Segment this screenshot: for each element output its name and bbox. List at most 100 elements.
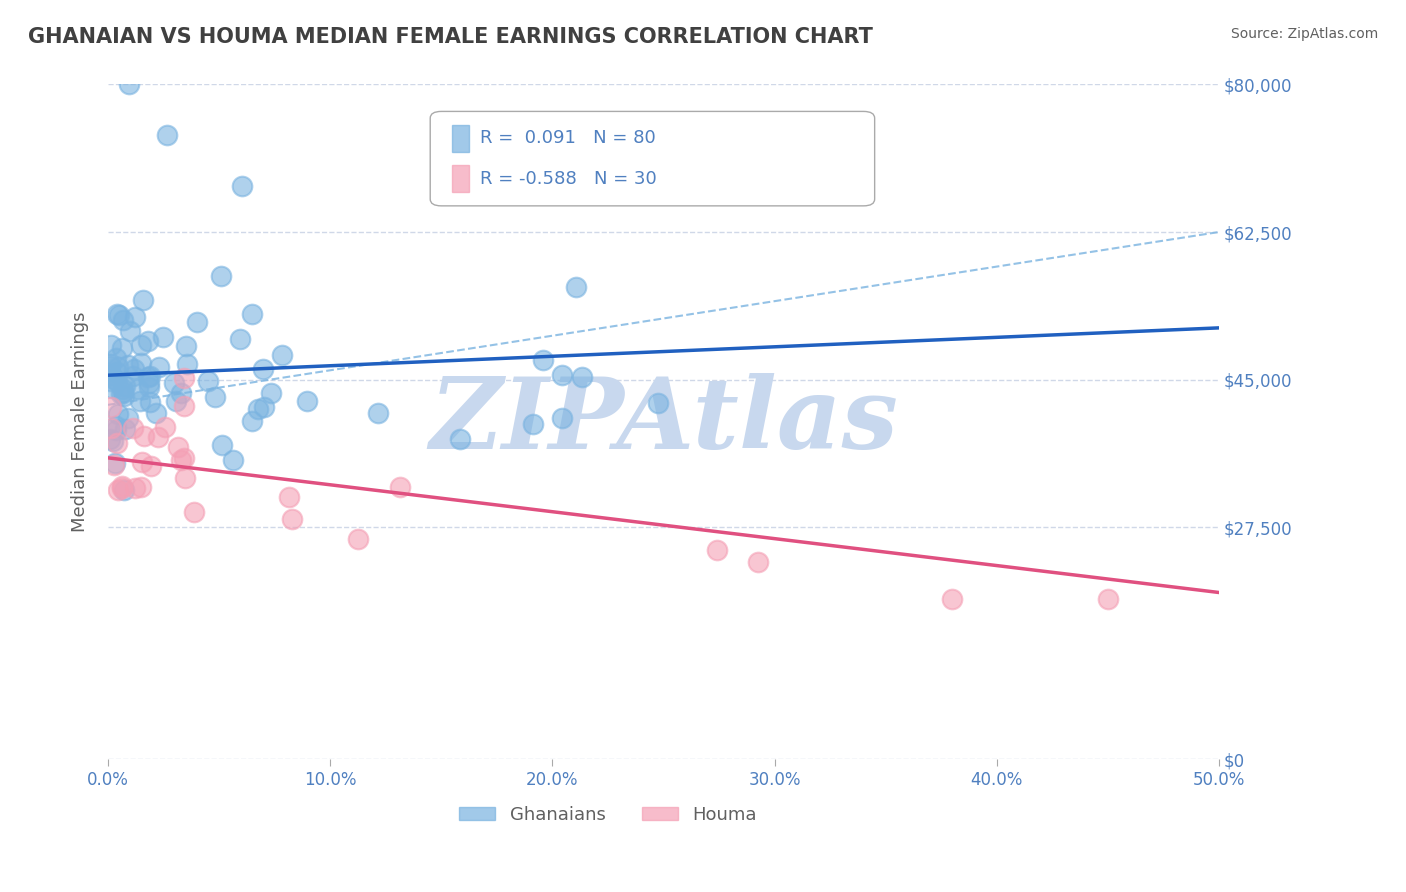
Ghanaians xyxy=(105,307,128,321)
Houma xyxy=(131,480,153,494)
Y-axis label: Median Female Earnings: Median Female Earnings xyxy=(72,311,89,532)
Ghanaians xyxy=(103,372,125,386)
Ghanaians xyxy=(163,376,186,390)
Ghanaians xyxy=(122,361,145,376)
Ghanaians xyxy=(531,352,554,367)
Bar xyxy=(453,125,470,152)
Ghanaians xyxy=(145,406,167,420)
Ghanaians xyxy=(240,414,263,428)
Ghanaians xyxy=(170,386,193,401)
Ghanaians xyxy=(155,128,177,142)
Ghanaians xyxy=(112,483,135,497)
Houma xyxy=(347,532,370,546)
Ghanaians xyxy=(98,357,121,371)
Houma xyxy=(278,491,301,505)
Text: R =  0.091   N = 80: R = 0.091 N = 80 xyxy=(481,129,657,147)
Houma xyxy=(153,420,176,434)
Houma xyxy=(122,421,145,435)
Ghanaians xyxy=(110,387,132,401)
Ghanaians xyxy=(111,341,134,355)
Ghanaians xyxy=(229,332,252,346)
Ghanaians xyxy=(118,78,141,92)
Ghanaians xyxy=(186,315,208,329)
Houma xyxy=(107,483,129,498)
Ghanaians xyxy=(117,358,139,372)
Ghanaians xyxy=(138,370,160,384)
Ghanaians xyxy=(297,393,319,408)
Ghanaians xyxy=(221,453,243,467)
Ghanaians xyxy=(114,422,136,436)
Houma xyxy=(100,421,122,435)
Ghanaians xyxy=(105,374,128,388)
Houma xyxy=(111,481,134,495)
Ghanaians xyxy=(112,385,135,400)
Houma xyxy=(183,505,205,519)
Houma xyxy=(103,458,125,473)
Ghanaians xyxy=(127,383,149,397)
Houma xyxy=(100,400,122,414)
Houma xyxy=(941,591,963,606)
Ghanaians xyxy=(104,456,127,470)
Ghanaians xyxy=(197,374,219,388)
Ghanaians xyxy=(231,178,253,193)
Ghanaians xyxy=(252,361,274,376)
Houma xyxy=(148,430,170,444)
Ghanaians xyxy=(101,434,124,449)
Ghanaians xyxy=(101,381,124,395)
Ghanaians xyxy=(124,310,146,325)
Ghanaians xyxy=(117,411,139,425)
FancyBboxPatch shape xyxy=(430,112,875,206)
Houma xyxy=(706,542,728,557)
Text: GHANAIAN VS HOUMA MEDIAN FEMALE EARNINGS CORRELATION CHART: GHANAIAN VS HOUMA MEDIAN FEMALE EARNINGS… xyxy=(28,27,873,46)
Houma xyxy=(1097,591,1119,606)
Houma xyxy=(747,556,769,570)
Houma xyxy=(173,399,195,413)
Ghanaians xyxy=(105,351,128,365)
Ghanaians xyxy=(122,368,145,383)
Ghanaians xyxy=(107,407,129,421)
Ghanaians xyxy=(139,368,162,383)
Ghanaians xyxy=(129,355,152,369)
Ghanaians xyxy=(129,338,152,352)
Ghanaians xyxy=(132,293,155,307)
Houma xyxy=(389,480,412,494)
Ghanaians xyxy=(259,386,281,401)
Ghanaians xyxy=(211,438,233,452)
Ghanaians xyxy=(112,382,135,396)
Ghanaians xyxy=(270,348,292,362)
Houma xyxy=(111,478,134,492)
Ghanaians xyxy=(204,390,226,404)
Text: ZIPAtlas: ZIPAtlas xyxy=(429,374,898,470)
Ghanaians xyxy=(564,280,586,294)
Ghanaians xyxy=(98,359,121,373)
Ghanaians xyxy=(522,417,544,432)
Ghanaians xyxy=(98,432,121,446)
Ghanaians xyxy=(176,357,198,371)
Ghanaians xyxy=(107,359,129,374)
Ghanaians xyxy=(138,376,160,390)
Ghanaians xyxy=(647,396,669,410)
Ghanaians xyxy=(165,394,187,409)
Houma xyxy=(173,371,195,385)
Ghanaians xyxy=(105,365,128,379)
Ghanaians xyxy=(100,368,122,383)
Ghanaians xyxy=(551,368,574,383)
Ghanaians xyxy=(138,380,160,394)
Ghanaians xyxy=(112,389,135,403)
Ghanaians xyxy=(571,369,593,384)
Ghanaians xyxy=(104,419,127,434)
Ghanaians xyxy=(148,360,170,375)
Ghanaians xyxy=(107,308,129,322)
Ghanaians xyxy=(449,432,471,446)
Ghanaians xyxy=(152,330,174,344)
Text: Source: ZipAtlas.com: Source: ZipAtlas.com xyxy=(1230,27,1378,41)
Ghanaians xyxy=(136,334,159,348)
Ghanaians xyxy=(209,268,232,283)
Ghanaians xyxy=(138,395,160,409)
Ghanaians xyxy=(367,406,389,420)
Houma xyxy=(139,459,162,474)
Ghanaians xyxy=(98,374,121,388)
Ghanaians xyxy=(111,313,134,327)
Ghanaians xyxy=(118,325,141,339)
Text: R = -0.588   N = 30: R = -0.588 N = 30 xyxy=(481,169,657,188)
